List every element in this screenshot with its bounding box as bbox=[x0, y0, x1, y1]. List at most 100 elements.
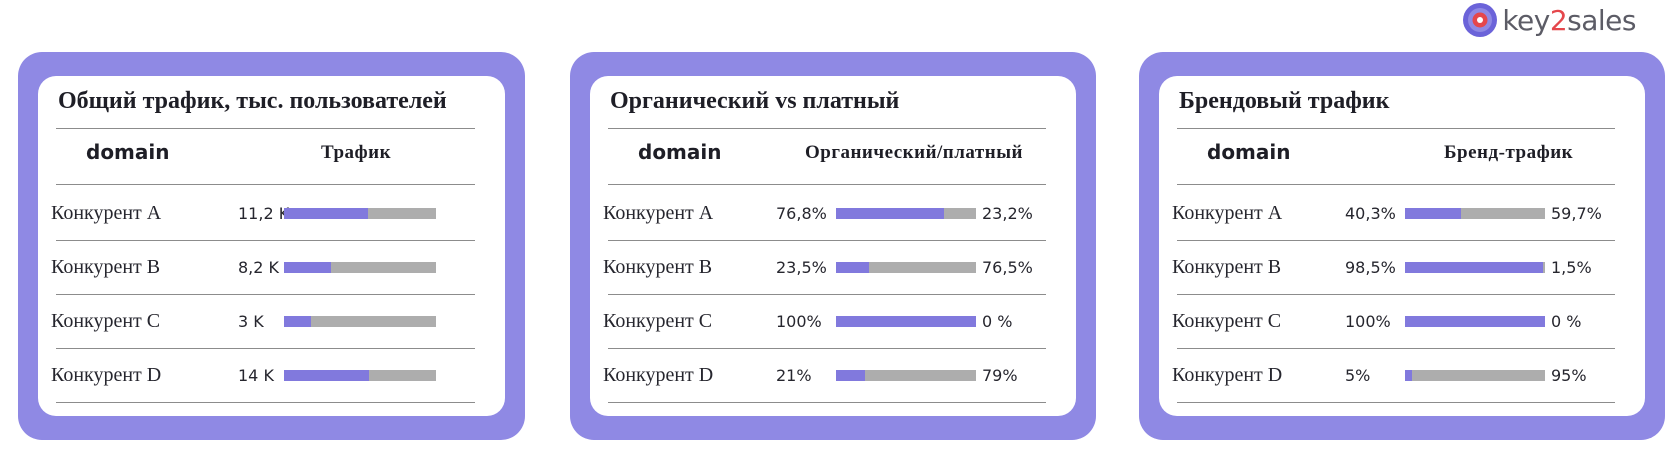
divider bbox=[56, 184, 475, 185]
divider bbox=[608, 184, 1046, 185]
card-title: Общий трафик, тыс. пользователей bbox=[58, 88, 447, 114]
table-row: Конкурент A 11,2 K bbox=[38, 188, 505, 238]
column-header-metric: Органический/платный bbox=[805, 142, 1023, 163]
left-value-label: 40,3% bbox=[1345, 204, 1396, 223]
bar-track bbox=[1405, 316, 1545, 327]
table-row: Конкурент D 5% 95% bbox=[1159, 350, 1645, 400]
left-value-label: 76,8% bbox=[776, 204, 827, 223]
bar-fill bbox=[1405, 316, 1545, 327]
card-panel: Органический vs платный domain Органичес… bbox=[590, 76, 1076, 416]
row-label: Конкурент B bbox=[1172, 256, 1282, 278]
column-header-domain: domain bbox=[86, 140, 170, 164]
bar-track bbox=[836, 370, 976, 381]
value-label: 14 K bbox=[238, 366, 274, 385]
row-divider bbox=[56, 348, 475, 349]
table-row: Конкурент B 8,2 K bbox=[38, 242, 505, 292]
bar-track bbox=[1405, 370, 1545, 381]
bar-fill bbox=[284, 370, 370, 381]
row-label: Конкурент D bbox=[603, 364, 714, 386]
bar-fill bbox=[284, 262, 332, 273]
target-icon bbox=[1463, 3, 1498, 37]
left-value-label: 23,5% bbox=[776, 258, 827, 277]
card-title: Органический vs платный bbox=[610, 88, 900, 114]
column-header-domain: domain bbox=[638, 140, 722, 164]
bar-fill bbox=[836, 316, 976, 327]
row-label: Конкурент C bbox=[51, 310, 161, 332]
table-row: Конкурент C 100% 0 % bbox=[1159, 296, 1645, 346]
table-row: Конкурент D 14 K bbox=[38, 350, 505, 400]
brand-logo: key2sales bbox=[1462, 2, 1636, 38]
left-value-label: 100% bbox=[776, 312, 822, 331]
right-value-label: 95% bbox=[1551, 366, 1587, 385]
value-label: 8,2 K bbox=[238, 258, 280, 277]
left-value-label: 100% bbox=[1345, 312, 1391, 331]
bar-track bbox=[1405, 262, 1545, 273]
left-value-label: 21% bbox=[776, 366, 812, 385]
row-divider bbox=[1177, 402, 1615, 403]
card-panel: Общий трафик, тыс. пользователей domain … bbox=[38, 76, 505, 416]
table-row: Конкурент B 98,5% 1,5% bbox=[1159, 242, 1645, 292]
table-row: Конкурент C 3 K bbox=[38, 296, 505, 346]
row-divider bbox=[608, 240, 1046, 241]
row-label: Конкурент C bbox=[1172, 310, 1282, 332]
bar-fill bbox=[284, 208, 368, 219]
row-divider bbox=[1177, 240, 1615, 241]
row-label: Конкурент D bbox=[1172, 364, 1283, 386]
divider bbox=[56, 128, 475, 129]
card-title: Брендовый трафик bbox=[1179, 88, 1390, 114]
row-label: Конкурент D bbox=[51, 364, 162, 386]
bar-track bbox=[836, 316, 976, 327]
bar-fill bbox=[836, 208, 944, 219]
bar-fill bbox=[1405, 370, 1412, 381]
row-divider bbox=[608, 402, 1046, 403]
column-header-domain: domain bbox=[1207, 140, 1291, 164]
bar-fill bbox=[1405, 262, 1543, 273]
right-value-label: 59,7% bbox=[1551, 204, 1602, 223]
value-label: 11,2 K bbox=[238, 204, 290, 223]
bar-fill bbox=[836, 262, 869, 273]
row-divider bbox=[56, 240, 475, 241]
bar-track bbox=[284, 370, 436, 381]
row-label: Конкурент A bbox=[603, 202, 714, 224]
divider bbox=[1177, 128, 1615, 129]
card-organic-vs-paid: Органический vs платный domain Органичес… bbox=[570, 52, 1096, 440]
right-value-label: 23,2% bbox=[982, 204, 1033, 223]
column-header-metric: Бренд-трафик bbox=[1444, 142, 1574, 163]
bar-track bbox=[284, 208, 436, 219]
divider bbox=[608, 128, 1046, 129]
row-divider bbox=[1177, 294, 1615, 295]
row-label: Конкурент B bbox=[51, 256, 161, 278]
column-header-metric: Трафик bbox=[321, 142, 392, 163]
row-label: Конкурент C bbox=[603, 310, 713, 332]
table-row: Конкурент C 100% 0 % bbox=[590, 296, 1076, 346]
left-value-label: 98,5% bbox=[1345, 258, 1396, 277]
table-row: Конкурент A 76,8% 23,2% bbox=[590, 188, 1076, 238]
left-value-label: 5% bbox=[1345, 366, 1371, 385]
row-divider bbox=[608, 294, 1046, 295]
right-value-label: 1,5% bbox=[1551, 258, 1592, 277]
row-label: Конкурент A bbox=[1172, 202, 1283, 224]
bar-track bbox=[284, 316, 436, 327]
card-brand-traffic: Брендовый трафик domain Бренд-трафик Кон… bbox=[1139, 52, 1665, 440]
bar-fill bbox=[284, 316, 312, 327]
bar-fill bbox=[836, 370, 866, 381]
table-row: Конкурент D 21% 79% bbox=[590, 350, 1076, 400]
table-row: Конкурент A 40,3% 59,7% bbox=[1159, 188, 1645, 238]
divider bbox=[1177, 184, 1615, 185]
table-row: Конкурент B 23,5% 76,5% bbox=[590, 242, 1076, 292]
bar-fill bbox=[1405, 208, 1462, 219]
bar-track bbox=[836, 208, 976, 219]
card-panel: Брендовый трафик domain Бренд-трафик Кон… bbox=[1159, 76, 1645, 416]
bar-track bbox=[1405, 208, 1545, 219]
row-label: Конкурент A bbox=[51, 202, 162, 224]
card-total-traffic: Общий трафик, тыс. пользователей domain … bbox=[18, 52, 525, 440]
row-divider bbox=[1177, 348, 1615, 349]
row-divider bbox=[608, 348, 1046, 349]
right-value-label: 0 % bbox=[982, 312, 1013, 331]
row-divider bbox=[56, 402, 475, 403]
row-label: Конкурент B bbox=[603, 256, 713, 278]
right-value-label: 0 % bbox=[1551, 312, 1582, 331]
value-label: 3 K bbox=[238, 312, 264, 331]
right-value-label: 79% bbox=[982, 366, 1018, 385]
bar-track bbox=[836, 262, 976, 273]
